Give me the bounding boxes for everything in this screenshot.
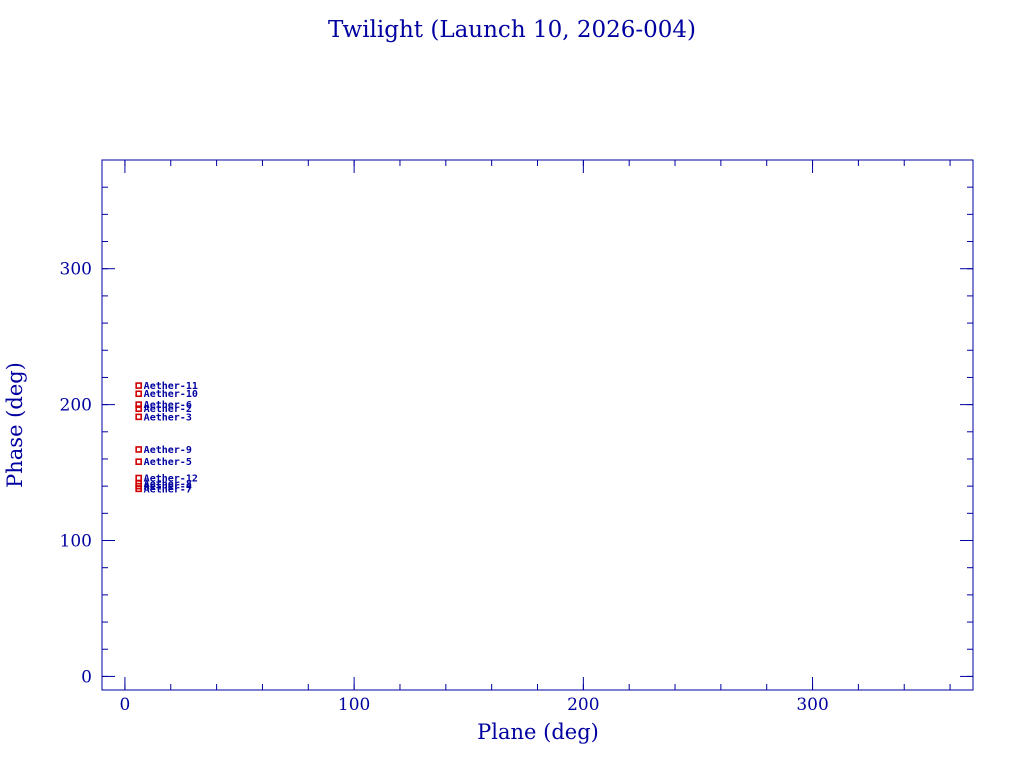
- chart-title: Twilight (Launch 10, 2026-004): [328, 17, 696, 43]
- x-tick-label: 100: [338, 695, 370, 715]
- data-point-marker: [135, 485, 142, 493]
- data-point-label: Aether-5: [144, 457, 192, 468]
- y-tick-label: 100: [60, 532, 92, 552]
- data-point-label: Aether-11: [144, 381, 198, 392]
- data-point-marker: [135, 390, 142, 398]
- data-points: Aether-11Aether-10Aether-6Aether-2Aether…: [135, 381, 198, 495]
- data-point-marker: [135, 405, 142, 412]
- minor-ticks: [102, 159, 973, 690]
- plot-frame: [101, 159, 974, 691]
- data-point-label: Aether-2: [144, 404, 192, 415]
- data-point-marker: [135, 413, 142, 421]
- x-tick-labels: 0 100 200 300: [120, 695, 829, 715]
- data-point-label: Aether-12: [144, 474, 198, 485]
- major-ticks: [102, 160, 973, 690]
- data-point-marker: [135, 446, 142, 453]
- data-point-label: Aether-4: [144, 482, 192, 493]
- x-tick-label: 300: [796, 695, 828, 715]
- y-tick-label: 300: [60, 260, 92, 280]
- data-point-marker: [135, 474, 142, 482]
- x-tick-label: 200: [567, 695, 599, 715]
- y-tick-label: 0: [81, 667, 92, 687]
- data-point-marker: [135, 382, 142, 389]
- data-point-label: Aether-7: [144, 484, 192, 495]
- data-point-marker: [135, 458, 142, 465]
- x-tick-label: 0: [120, 695, 131, 715]
- data-point-label: Aether-3: [144, 412, 192, 423]
- y-axis-label: Phase (deg): [3, 362, 27, 488]
- data-point-label: Aether-6: [144, 400, 192, 411]
- y-tick-labels: 0 100 200 300: [60, 260, 92, 688]
- x-axis-label: Plane (deg): [477, 720, 599, 744]
- data-point-label: Aether-8: [144, 479, 192, 490]
- data-point-label: Aether-10: [144, 389, 198, 400]
- data-point-marker: [135, 401, 142, 408]
- y-tick-label: 200: [60, 396, 92, 416]
- data-point-label: Aether-9: [144, 445, 192, 456]
